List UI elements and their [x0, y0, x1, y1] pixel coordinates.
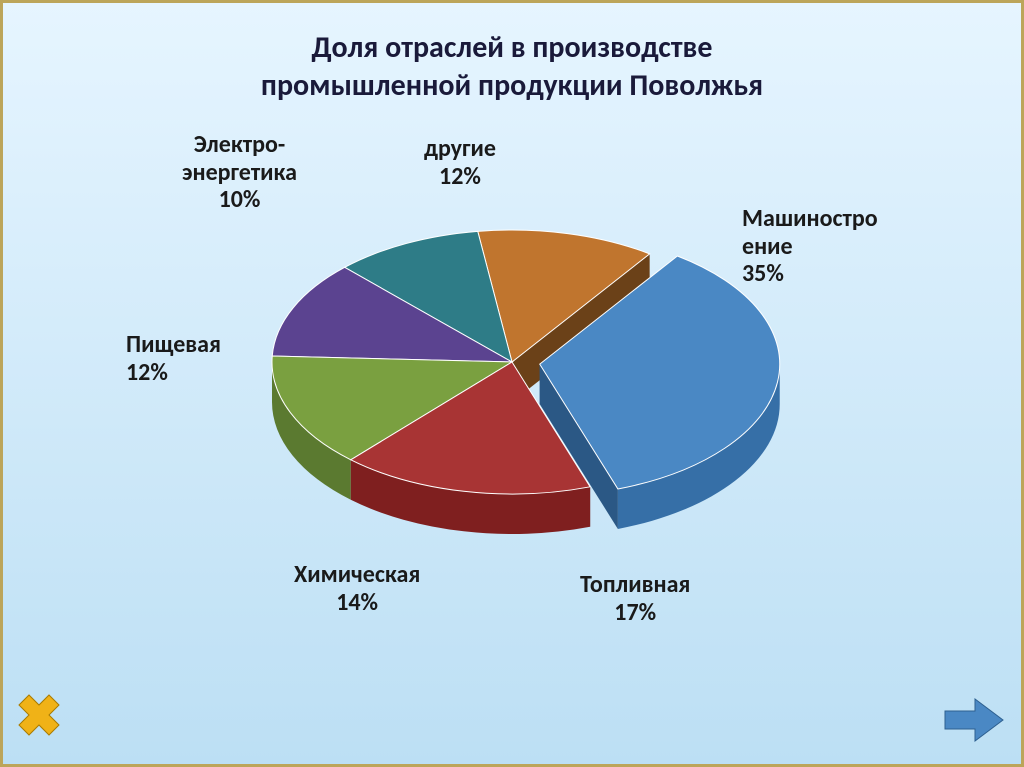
chart-area: Машиностро ение 35% Топливная 17% Химическ…	[3, 133, 1021, 693]
slice-label: Машиностро ение 35%	[742, 205, 878, 288]
next-icon[interactable]	[941, 695, 1007, 750]
chart-title: Доля отраслей в производстве промышленно…	[3, 3, 1021, 104]
slice-label: Топливная 17%	[580, 571, 690, 626]
slice-label: Электро- энергетика 10%	[182, 131, 297, 214]
pie-chart: Машиностро ение 35% Топливная 17% Химическ…	[62, 133, 962, 693]
slice-label: другие 12%	[424, 135, 496, 190]
slice-label: Химическая 14%	[294, 561, 420, 616]
close-icon[interactable]	[13, 689, 65, 746]
slice-label: Пищевая 12%	[126, 331, 221, 386]
